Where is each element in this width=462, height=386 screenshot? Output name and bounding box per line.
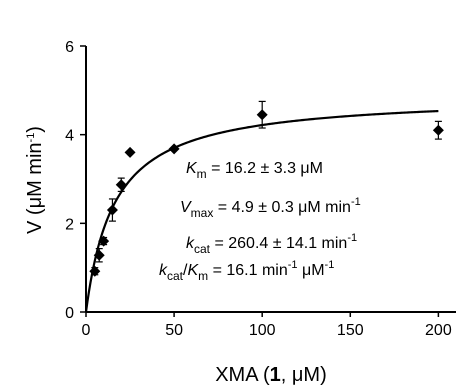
annotation-part: = 16.1 min bbox=[208, 262, 288, 279]
annotation-km: Km = 16.2 ± 3.3 μM bbox=[186, 160, 323, 181]
annotation-part: XMA ( bbox=[215, 364, 270, 386]
x-tick-label: 150 bbox=[337, 322, 364, 339]
annotation-part: -1 bbox=[347, 232, 357, 244]
data-point bbox=[93, 249, 105, 261]
annotation-part: , μM) bbox=[281, 364, 327, 386]
data-point bbox=[98, 235, 110, 247]
y-tick-label: 4 bbox=[65, 128, 74, 145]
annotation-part: = 4.9 ± 0.3 μM min bbox=[213, 199, 351, 216]
y-axis-title: V (μM min-1) bbox=[24, 126, 46, 234]
tick-labels: 0 50 100 150 200 0 2 4 6 bbox=[65, 39, 452, 339]
annotation-part: -1 bbox=[25, 133, 37, 143]
annotation-kcat: kcat = 260.4 ± 14.1 min-1 bbox=[186, 232, 357, 256]
y-tick-label: 6 bbox=[65, 39, 74, 56]
annotations: Km = 16.2 ± 3.3 μM Vmax = 4.9 ± 0.3 μM mi… bbox=[159, 160, 361, 283]
annotation-part: K bbox=[187, 262, 199, 279]
tick-marks bbox=[80, 45, 440, 317]
annotation-part: V (μM min bbox=[24, 142, 46, 234]
annotation-part: = 260.4 ± 14.1 min bbox=[210, 235, 347, 252]
annotation-part: -1 bbox=[325, 259, 335, 271]
annotation-part: cat bbox=[167, 269, 184, 283]
data-point bbox=[106, 204, 118, 216]
data-point bbox=[124, 146, 136, 158]
annotation-part: K bbox=[186, 160, 198, 177]
data-point bbox=[115, 179, 127, 191]
annotation-part: / bbox=[183, 262, 188, 279]
annotation-part: = 16.2 ± 3.3 μM bbox=[207, 160, 323, 177]
data-point bbox=[89, 265, 101, 277]
x-axis-title: XMA (1, μM) bbox=[215, 364, 327, 386]
annotation-part: -1 bbox=[351, 196, 361, 208]
annotation-part: 1 bbox=[270, 364, 281, 386]
x-tick-label: 0 bbox=[82, 322, 91, 339]
annotation-part: m bbox=[198, 269, 208, 283]
annotation-part: V bbox=[180, 199, 192, 216]
annotation-part: max bbox=[191, 206, 214, 220]
data-point bbox=[168, 143, 180, 155]
y-tick-label: 0 bbox=[65, 305, 74, 322]
data-point bbox=[256, 109, 268, 121]
axes bbox=[85, 46, 456, 313]
data-points bbox=[89, 100, 444, 277]
annotation-kcatkm: kcat/Km = 16.1 min-1 μM-1 bbox=[159, 259, 334, 283]
x-tick-label: 200 bbox=[425, 322, 452, 339]
annotation-part: μM bbox=[298, 262, 325, 279]
annotation-part: m bbox=[197, 167, 207, 181]
annotation-part: ) bbox=[24, 126, 46, 133]
x-tick-label: 50 bbox=[165, 322, 183, 339]
annotation-vmax: Vmax = 4.9 ± 0.3 μM min-1 bbox=[180, 196, 361, 220]
annotation-part: -1 bbox=[288, 259, 298, 271]
annotation-part: k bbox=[159, 262, 168, 279]
data-point bbox=[432, 124, 444, 136]
annotation-part: cat bbox=[194, 242, 211, 256]
x-tick-label: 100 bbox=[249, 322, 276, 339]
annotation-part: k bbox=[186, 235, 195, 252]
y-tick-label: 2 bbox=[65, 216, 74, 233]
